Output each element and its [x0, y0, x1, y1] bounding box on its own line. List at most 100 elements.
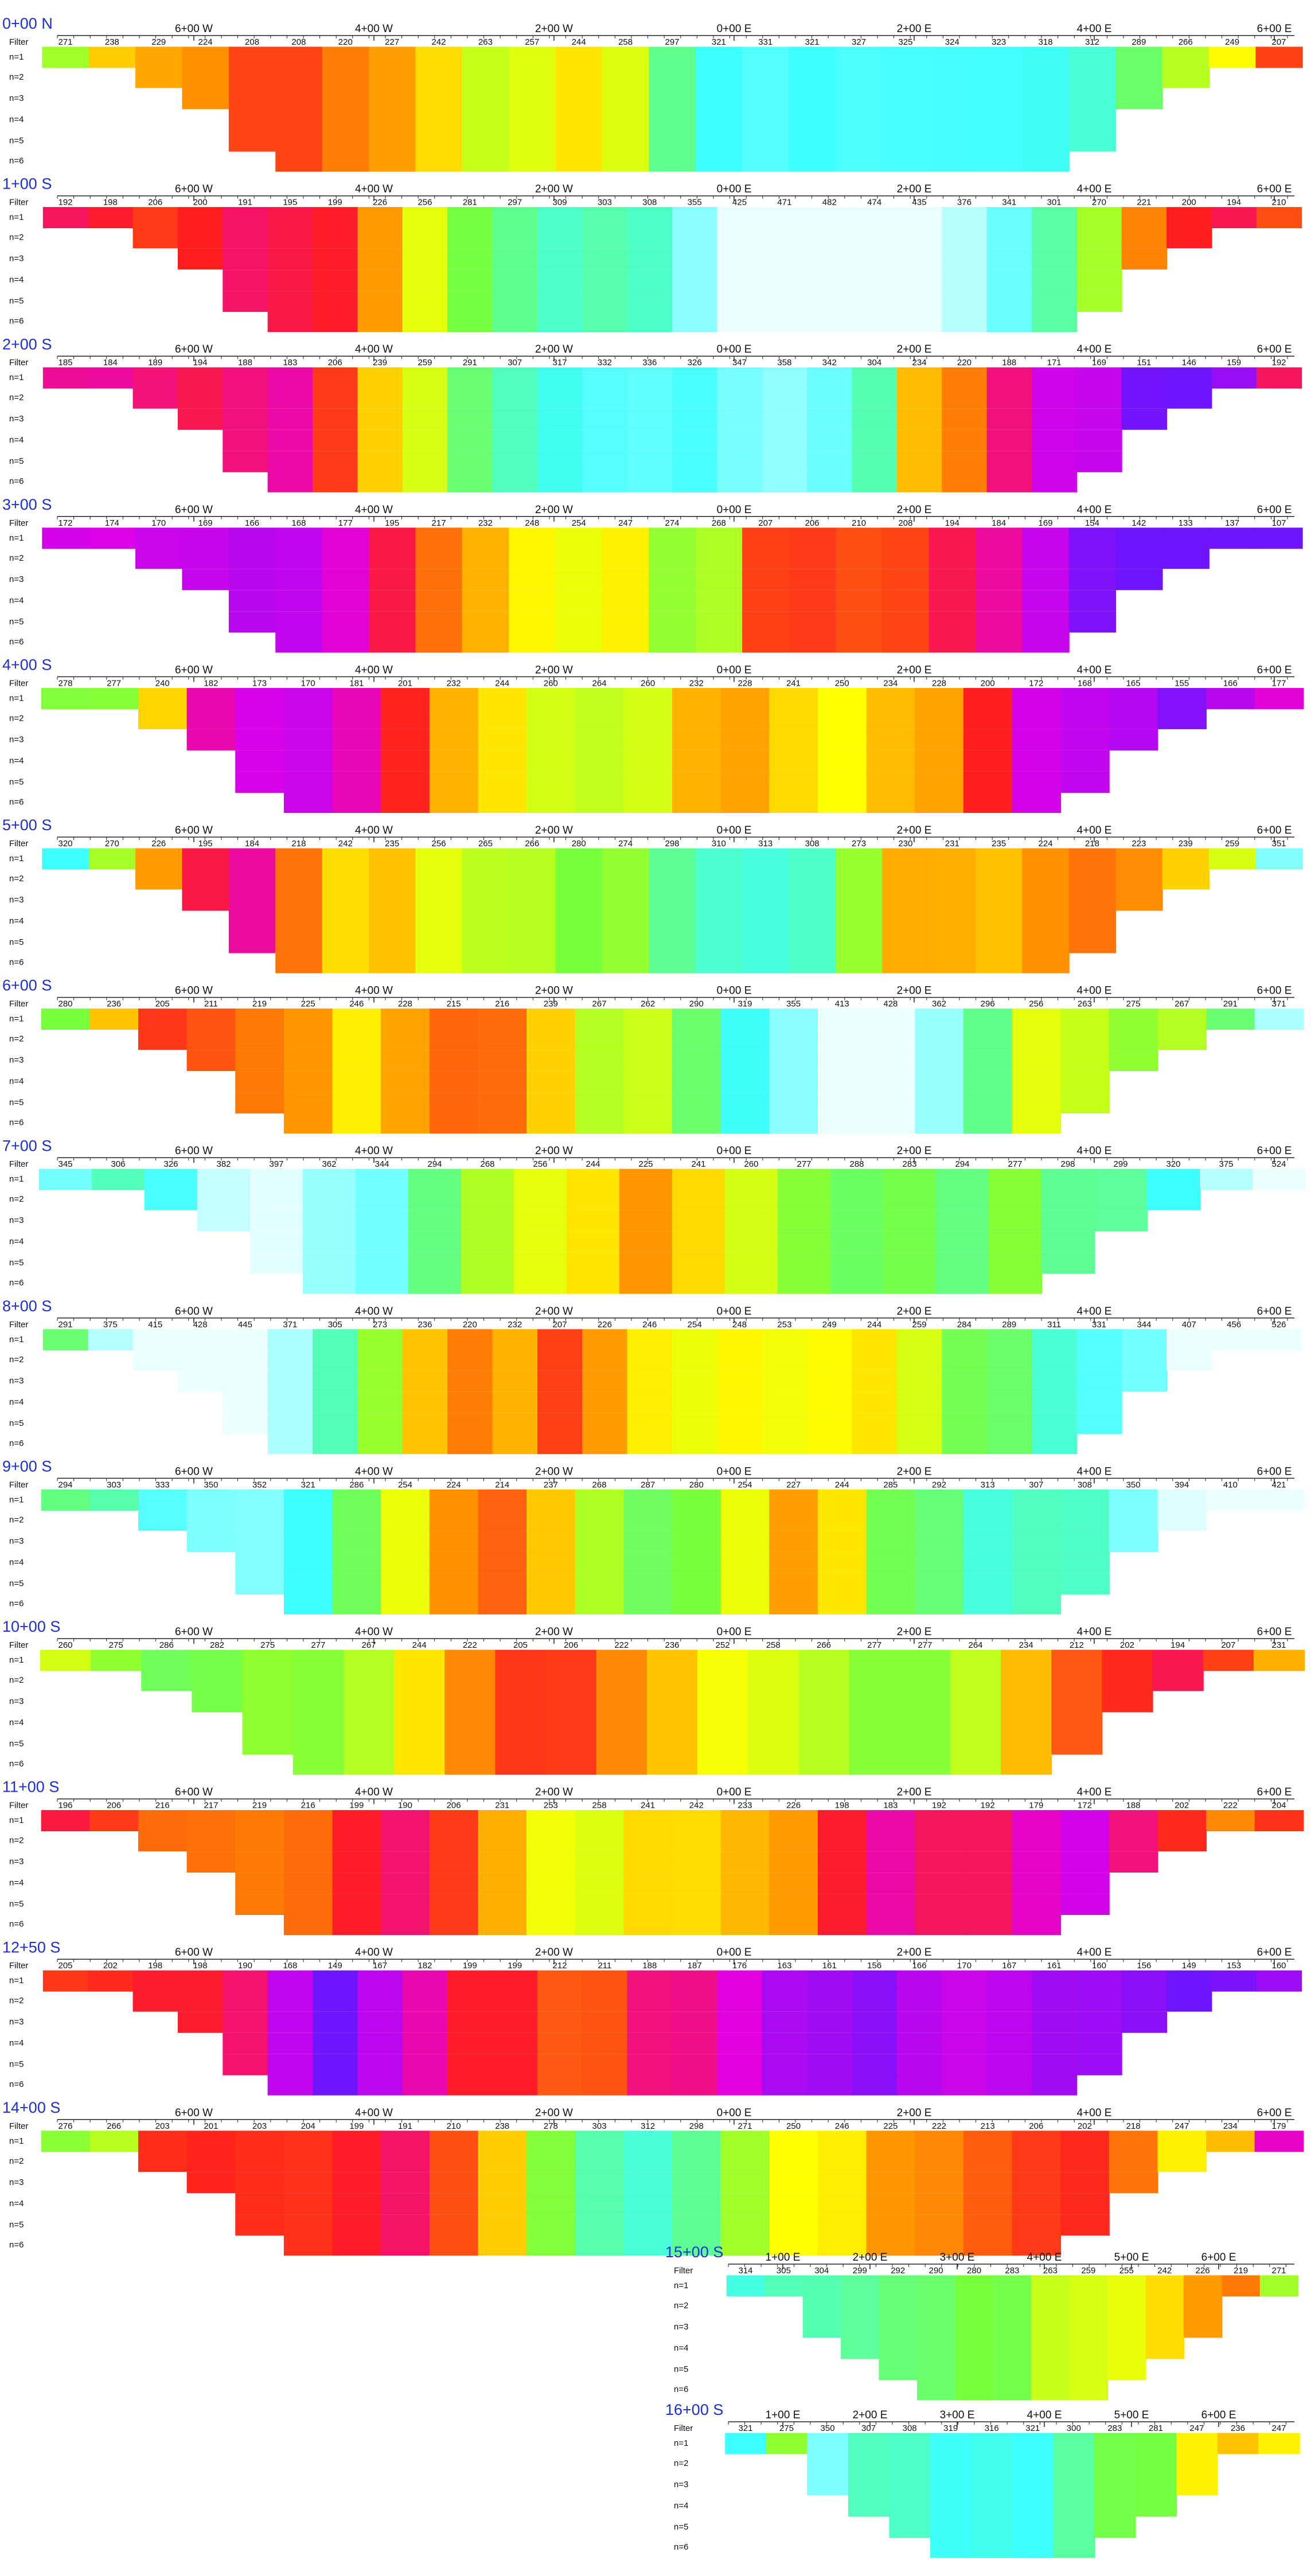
axis-label: 6+00 E [1257, 343, 1292, 355]
section-cell [852, 207, 898, 229]
section-cell [866, 750, 916, 772]
section-cell [332, 750, 382, 772]
filter-value: 202 [103, 1961, 118, 1971]
section-cell [717, 367, 763, 389]
section-cell [275, 848, 323, 870]
section-cell [627, 207, 673, 229]
section-cell [976, 932, 1023, 953]
filter-value: 277 [311, 1640, 325, 1650]
section-cell [695, 150, 743, 172]
filter-value: 226 [151, 839, 166, 849]
section-cell [283, 1050, 333, 1072]
section-cell [135, 848, 183, 870]
section-cell [332, 1071, 382, 1093]
filter-value: 277 [918, 1640, 932, 1650]
section-cell [976, 46, 1023, 68]
section-cell [769, 1509, 818, 1531]
section-cell [742, 952, 790, 974]
section-cell [1183, 2275, 1223, 2297]
section-cell [332, 1551, 382, 1573]
section-cell [1012, 729, 1062, 750]
section-cell [575, 1873, 625, 1894]
section-cell [235, 2214, 284, 2236]
section-cell [915, 1873, 964, 1894]
section-cell [408, 1231, 462, 1253]
filter-value: 308 [903, 2423, 917, 2433]
section-cell [627, 1370, 673, 1392]
section-cell [1076, 387, 1122, 409]
section-cell [882, 569, 930, 591]
section-cell [817, 1050, 867, 1072]
section-cell [567, 1231, 620, 1253]
section-cell [283, 1810, 333, 1832]
filter-value: 410 [1223, 1480, 1238, 1490]
filter-value: 149 [1182, 1961, 1196, 1971]
filter-value: 308 [805, 839, 820, 849]
section-cell [1068, 868, 1117, 890]
section-cell [963, 1530, 1013, 1552]
section-cell [429, 2214, 479, 2236]
section-cell [623, 729, 673, 750]
section-cell [402, 367, 448, 389]
section-cell [235, 1573, 284, 1594]
row-label: n=2 [9, 393, 24, 402]
row-label: n=3 [9, 1376, 24, 1386]
section-cell [283, 2172, 333, 2194]
filter-value: 236 [1231, 2423, 1245, 2433]
section-cell [526, 1593, 576, 1615]
section-cell [1060, 2193, 1110, 2215]
filter-value: 227 [786, 1480, 801, 1490]
section-cell [879, 2337, 918, 2359]
section-cell [356, 1189, 409, 1210]
filter-value: 428 [193, 1320, 208, 1330]
section-cell [817, 1092, 867, 1114]
section-cell [602, 889, 650, 911]
section-cell [1256, 207, 1302, 229]
filter-value: 156 [1137, 1961, 1151, 1971]
section-cell [582, 269, 628, 291]
section-cell [526, 1112, 576, 1134]
section-cell [444, 1649, 496, 1671]
section-cell [720, 791, 770, 813]
section-cell [332, 1593, 382, 1615]
section-cell [526, 1830, 576, 1852]
axis-label: 2+00 E [897, 664, 932, 676]
section-cell [1060, 1489, 1110, 1511]
section-cell [478, 1092, 528, 1114]
section-cell [942, 269, 988, 291]
section-cell [357, 1329, 403, 1351]
section-cell [223, 408, 268, 430]
filter-value: 326 [163, 1159, 178, 1169]
axis-label: 2+00 W [535, 343, 573, 355]
section-cell [627, 2032, 673, 2054]
section-cell [447, 2054, 493, 2075]
section-cell [369, 527, 416, 549]
section-cell [381, 1509, 430, 1531]
section-cell [976, 868, 1023, 890]
section-cell [132, 367, 178, 389]
section-cell [627, 1970, 673, 1992]
filter-value: 290 [689, 999, 704, 1009]
filter-value: 326 [688, 358, 702, 368]
section-cell [223, 367, 268, 389]
filter-value: 281 [463, 198, 477, 208]
section-cell [817, 1573, 867, 1594]
section-cell [381, 2151, 430, 2172]
filter-value: 220 [463, 1320, 477, 1330]
section-cell [1060, 1029, 1110, 1050]
filter-value: 206 [107, 1801, 121, 1811]
section-cell [602, 46, 650, 68]
section-cell [627, 471, 673, 492]
section-cell [1060, 1810, 1110, 1832]
filter-value: 218 [291, 839, 306, 849]
section-cell [478, 1873, 528, 1894]
filter-value: 259 [418, 358, 432, 368]
section-cell [817, 2214, 867, 2236]
section-cell [223, 227, 268, 249]
section-cell [627, 387, 673, 409]
filter-value: 291 [1223, 999, 1238, 1009]
section-cell [1012, 1112, 1062, 1134]
section-cell [848, 2453, 890, 2475]
section-cell [762, 2074, 808, 2096]
section-cell [1121, 387, 1168, 409]
